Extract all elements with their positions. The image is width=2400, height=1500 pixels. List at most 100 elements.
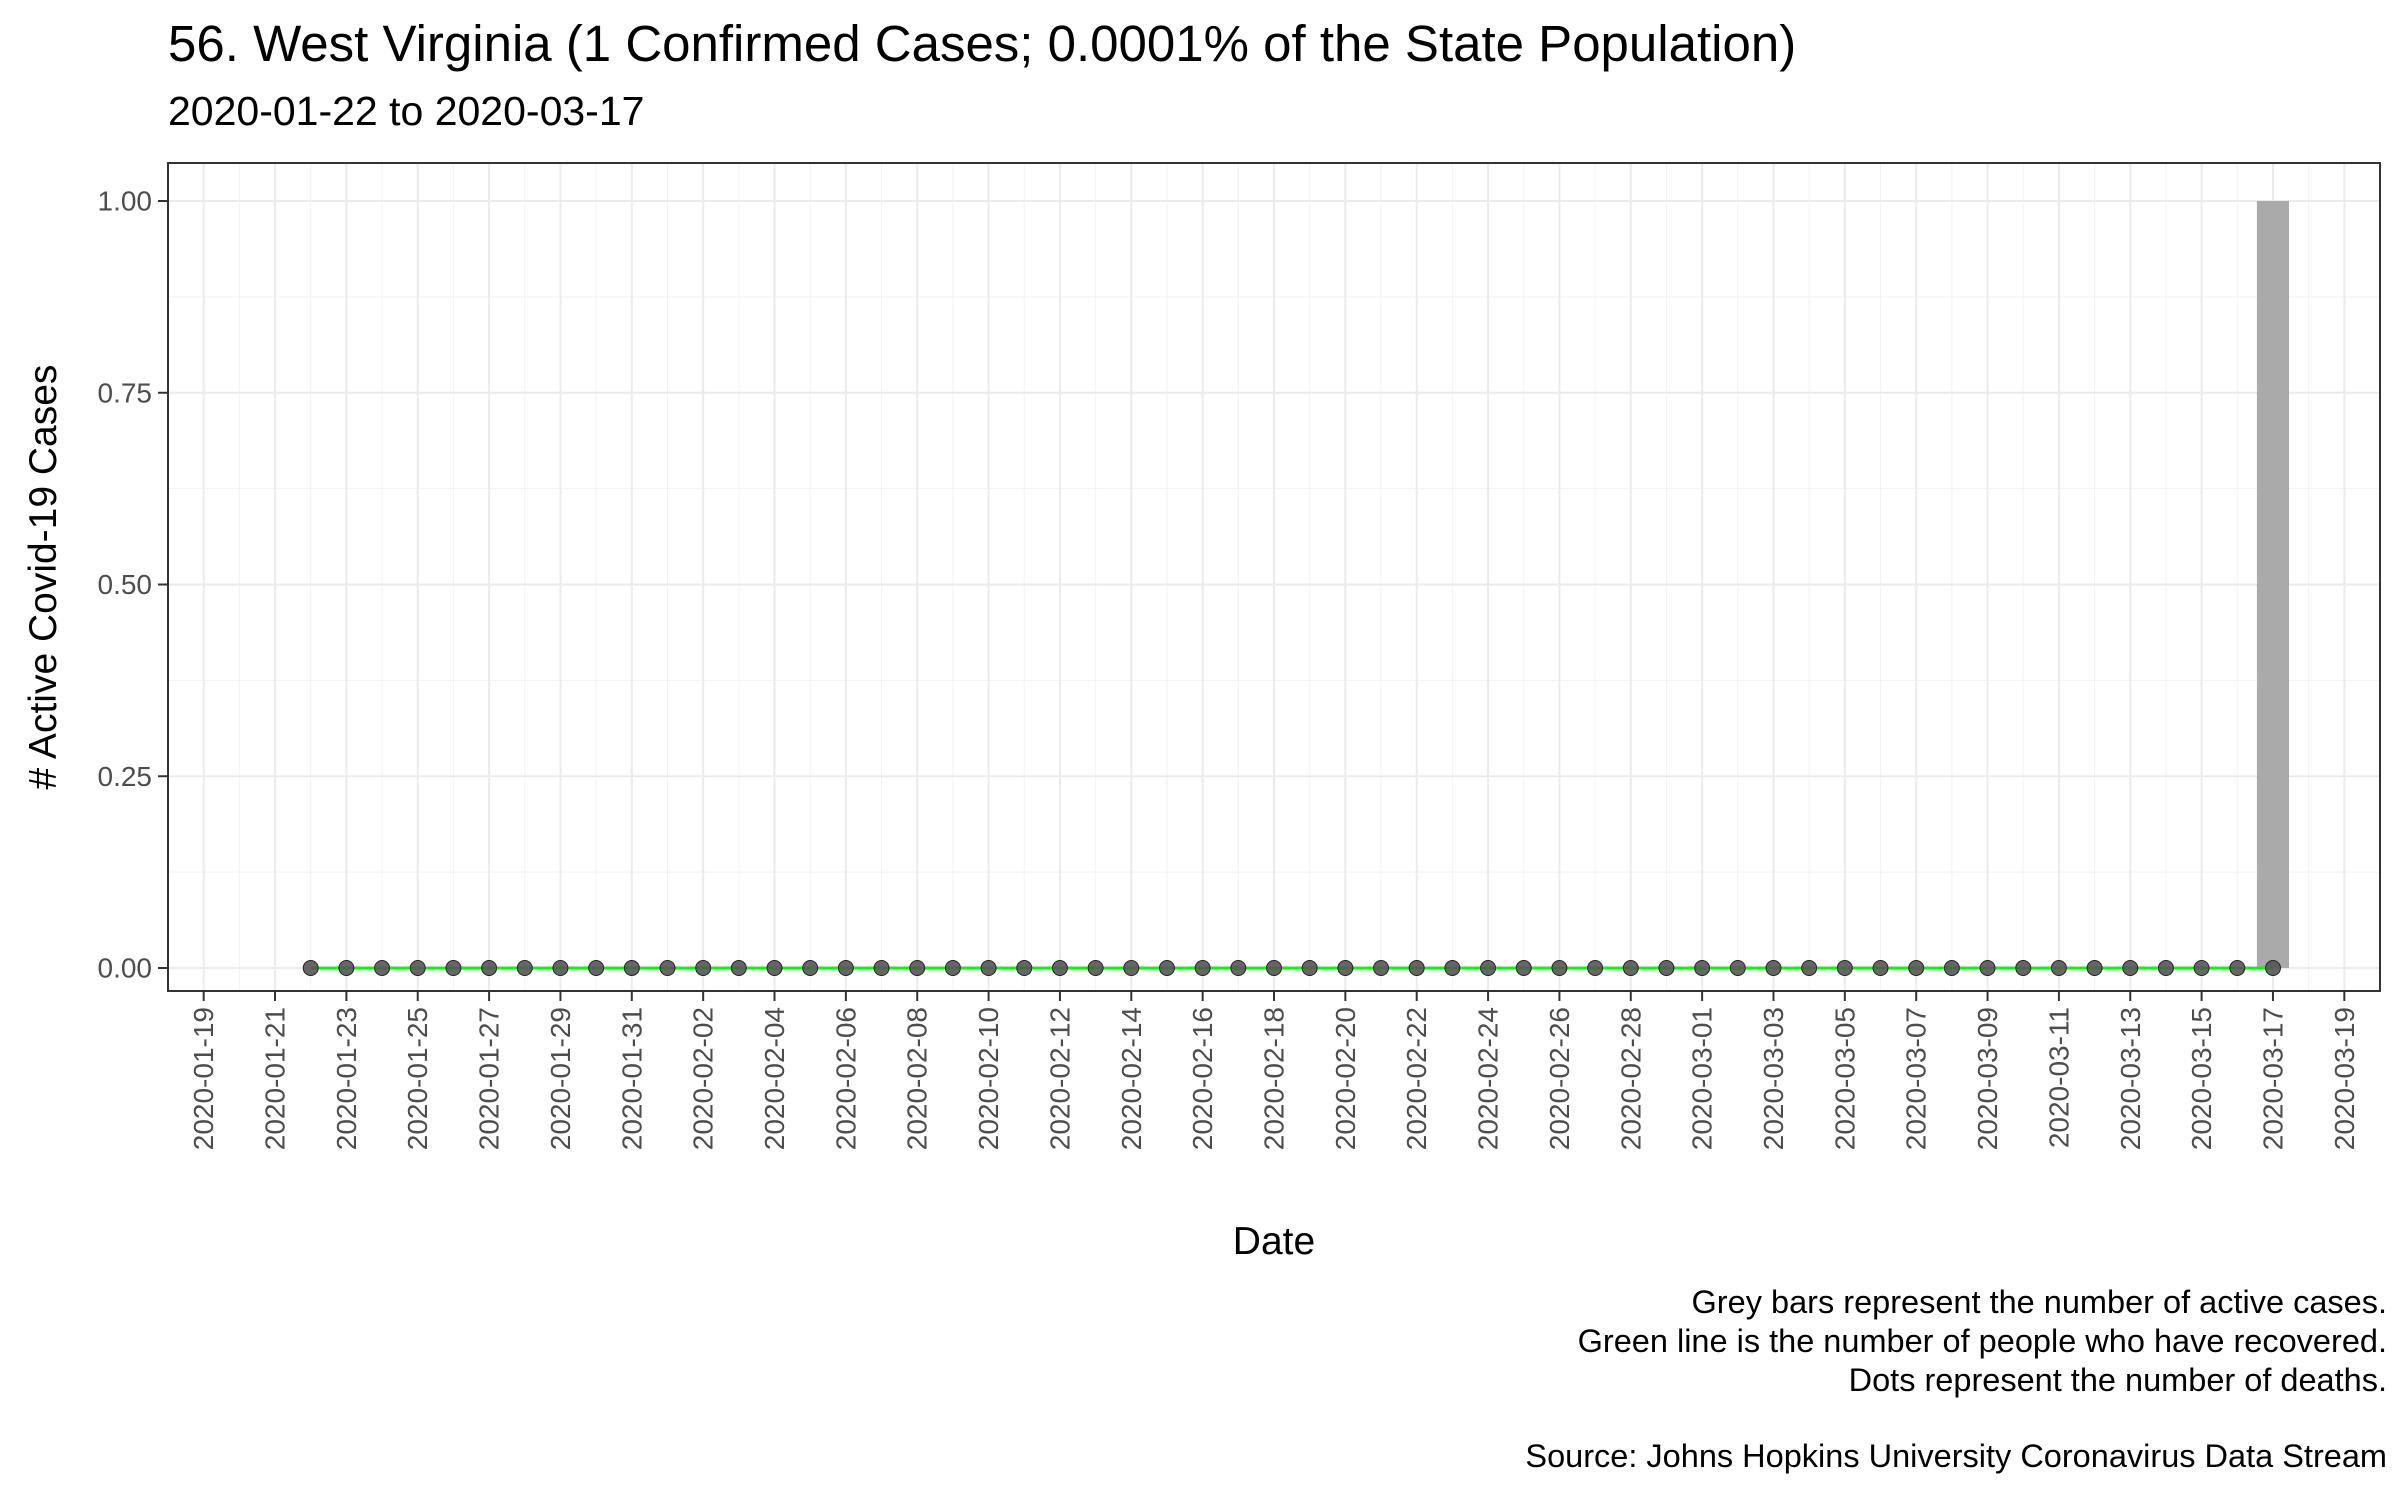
deaths-dot	[873, 960, 890, 976]
y-axis-label: # Active Covid-19 Cases	[22, 365, 65, 790]
x-tick-label: 2020-02-16	[1187, 1007, 1218, 1150]
bars	[2256, 201, 2290, 968]
deaths-dot	[1943, 960, 1960, 976]
x-axis-label: Date	[1233, 1220, 1315, 1263]
x-tick-label: 2020-03-19	[2329, 1007, 2360, 1150]
deaths-dot	[1551, 960, 1568, 976]
x-tick-label: 2020-03-03	[1758, 1007, 1789, 1150]
chart-subtitle: 2020-01-22 to 2020-03-17	[168, 88, 645, 134]
deaths-dot	[1230, 960, 1247, 976]
deaths-dot	[2157, 960, 2174, 976]
deaths-dot	[338, 960, 355, 976]
x-tick-label: 2020-02-04	[759, 1007, 790, 1150]
deaths-dot	[1480, 960, 1497, 976]
deaths-dot	[1515, 960, 1532, 976]
x-tick-label: 2020-02-22	[1401, 1007, 1432, 1150]
x-tick-label: 2020-01-25	[402, 1007, 433, 1150]
deaths-dot	[2086, 960, 2103, 976]
deaths-dot	[1658, 960, 1675, 976]
deaths-dot	[552, 960, 569, 976]
deaths-dot	[1016, 960, 1033, 976]
deaths-dot	[2050, 960, 2067, 976]
deaths-dot	[481, 960, 498, 976]
deaths-dot	[1765, 960, 1782, 976]
deaths-dot	[766, 960, 783, 976]
x-tick-label: 2020-02-18	[1259, 1007, 1290, 1150]
deaths-dot	[1194, 960, 1211, 976]
deaths-dot	[588, 960, 605, 976]
x-tick-label: 2020-01-21	[260, 1007, 291, 1150]
deaths-dot	[409, 960, 426, 976]
deaths-dot	[944, 960, 961, 976]
x-tick-label: 2020-01-31	[616, 1007, 647, 1150]
x-tick-label: 2020-01-19	[188, 1007, 219, 1150]
x-tick-label: 2020-02-10	[973, 1007, 1004, 1150]
x-tick-label: 2020-03-01	[1687, 1007, 1718, 1150]
deaths-dot	[1908, 960, 1925, 976]
deaths-dot	[1301, 960, 1318, 976]
x-tick-label: 2020-03-11	[2043, 1007, 2074, 1148]
y-tick-label: 0.00	[98, 953, 153, 984]
deaths-dot	[1694, 960, 1711, 976]
deaths-dot	[374, 960, 391, 976]
deaths-dots	[302, 960, 2281, 976]
x-tick-label: 2020-03-05	[1829, 1007, 1860, 1150]
deaths-dot	[1051, 960, 1068, 976]
deaths-dot	[623, 960, 640, 976]
deaths-dot	[1801, 960, 1818, 976]
deaths-dot	[1158, 960, 1175, 976]
deaths-dot	[1373, 960, 1390, 976]
deaths-dot	[1123, 960, 1140, 976]
deaths-dot	[730, 960, 747, 976]
deaths-dot	[1729, 960, 1746, 976]
y-tick-label: 0.25	[98, 761, 153, 792]
deaths-dot	[659, 960, 676, 976]
deaths-dot	[516, 960, 533, 976]
deaths-dot	[1836, 960, 1853, 976]
x-tick-label: 2020-01-23	[331, 1007, 362, 1150]
caption-line-2: Green line is the number of people who h…	[1577, 1323, 2387, 1359]
deaths-dot	[2015, 960, 2032, 976]
deaths-dot	[1266, 960, 1282, 976]
x-tick-label: 2020-03-15	[2186, 1007, 2217, 1150]
x-tick-label: 2020-02-20	[1330, 1007, 1361, 1150]
deaths-dot	[2264, 960, 2281, 976]
x-tick-label: 2020-02-26	[1544, 1007, 1575, 1150]
y-tick-label: 0.75	[98, 377, 153, 408]
caption-source: Source: Johns Hopkins University Coronav…	[1525, 1438, 2387, 1474]
deaths-dot	[1979, 960, 1996, 976]
deaths-dot	[837, 960, 854, 976]
active-cases-bar	[2256, 201, 2290, 968]
y-tick-label: 0.50	[98, 569, 153, 600]
deaths-dot	[1587, 960, 1604, 976]
x-tick-label: 2020-02-24	[1473, 1007, 1504, 1150]
deaths-dot	[980, 960, 997, 976]
deaths-dot	[2193, 960, 2210, 976]
x-tick-label: 2020-03-07	[1901, 1007, 1932, 1150]
x-tick-label: 2020-03-13	[2115, 1007, 2146, 1150]
deaths-dot	[1622, 960, 1639, 976]
deaths-dot	[1337, 960, 1354, 976]
deaths-dot	[1087, 960, 1104, 976]
deaths-dot	[909, 960, 926, 976]
x-tick-label: 2020-01-27	[474, 1007, 505, 1150]
deaths-dot	[2229, 960, 2246, 976]
deaths-dot	[1444, 960, 1461, 976]
axes: 2020-01-19 2020-01-21 2020-01-23 2020-01-25…	[98, 186, 2360, 1151]
x-tick-label: 2020-01-29	[545, 1007, 576, 1150]
x-tick-label: 2020-02-14	[1116, 1007, 1147, 1150]
deaths-dot	[695, 960, 712, 976]
caption-line-1: Grey bars represent the number of active…	[1691, 1284, 2387, 1320]
x-tick-label: 2020-02-08	[902, 1007, 933, 1150]
x-tick-label: 2020-03-17	[2257, 1007, 2288, 1150]
x-tick-label: 2020-02-28	[1615, 1007, 1646, 1150]
deaths-dot	[1408, 960, 1425, 976]
deaths-dot	[802, 960, 819, 976]
deaths-dot	[1872, 960, 1889, 976]
deaths-dot	[2122, 960, 2139, 976]
x-tick-label: 2020-02-02	[688, 1007, 719, 1150]
caption-line-3: Dots represent the number of deaths.	[1848, 1362, 2387, 1398]
y-tick-label: 1.00	[98, 186, 153, 217]
deaths-dot	[302, 960, 319, 976]
x-tick-label: 2020-03-09	[1972, 1007, 2003, 1150]
